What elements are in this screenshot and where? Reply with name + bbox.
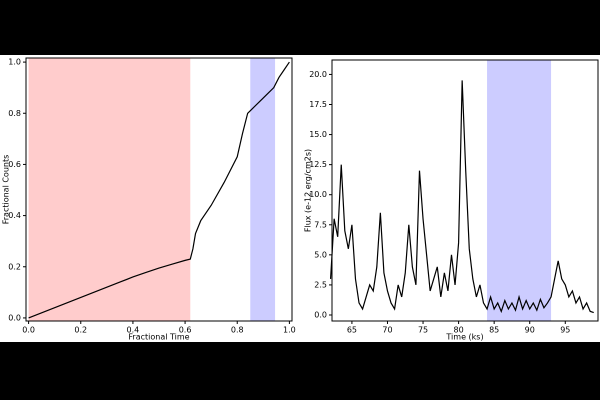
y-tick-label: 0.8 — [8, 109, 21, 118]
y-axis-label: Fractional Counts — [2, 155, 11, 225]
x-tick-label: 80 — [454, 326, 464, 335]
data-line — [28, 61, 290, 319]
y-tick-label: 17.5 — [309, 100, 327, 109]
y-tick-label: 15.0 — [309, 130, 327, 139]
x-tick-label: 0.4 — [127, 326, 140, 335]
data-line — [329, 80, 594, 314]
x-axis-label: Fractional Time — [128, 333, 189, 342]
y-tick-label: 0.0 — [314, 310, 327, 319]
y-tick-label: 5.0 — [314, 250, 327, 259]
x-axis-label: Time (ks) — [445, 333, 483, 342]
y-tick-label: 0.6 — [8, 160, 21, 169]
y-tick-label: 20.0 — [309, 70, 327, 79]
x-tick-label: 0.0 — [22, 326, 35, 335]
axes-frame — [25, 57, 293, 322]
y-axis-label: Flux (e-12 erg/cm2s) — [304, 149, 313, 232]
y-tick-label: 2.5 — [314, 280, 327, 289]
x-tick-label: 85 — [489, 326, 499, 335]
y-tick-label: 7.5 — [314, 220, 327, 229]
y-tick-label: 12.5 — [309, 160, 327, 169]
x-tick-label: 65 — [347, 326, 357, 335]
x-tick-label: 0.2 — [74, 326, 87, 335]
x-tick-label: 70 — [382, 326, 392, 335]
y-tick-label: 10.0 — [309, 190, 327, 199]
y-tick-label: 1.0 — [8, 58, 21, 67]
x-tick-label: 95 — [560, 326, 570, 335]
x-tick-label: 90 — [525, 326, 535, 335]
x-tick-label: 0.8 — [231, 326, 244, 335]
y-tick-label: 0.4 — [8, 211, 21, 220]
x-tick-label: 1.0 — [283, 326, 296, 335]
shaded-span — [28, 58, 191, 321]
axes-frame — [331, 59, 599, 322]
y-tick-label: 0.2 — [8, 262, 21, 271]
shaded-span — [250, 58, 276, 321]
x-tick-label: 0.6 — [179, 326, 192, 335]
shaded-span — [487, 60, 552, 321]
x-tick-label: 75 — [418, 326, 428, 335]
y-tick-label: 0.0 — [8, 313, 21, 322]
